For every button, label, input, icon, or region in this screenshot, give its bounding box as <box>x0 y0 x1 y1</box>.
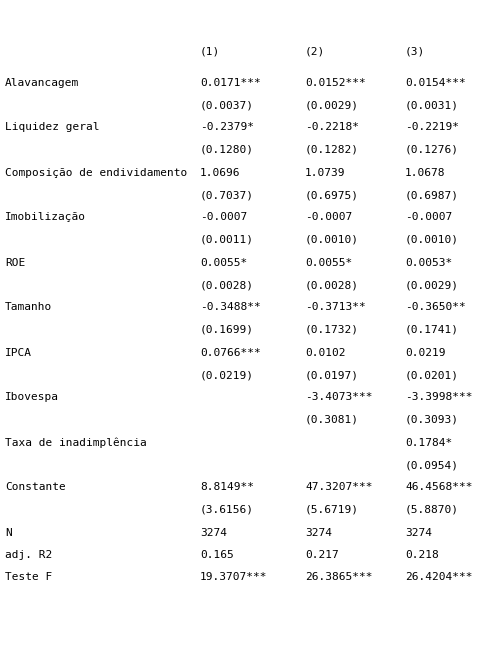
Text: (5.8870): (5.8870) <box>405 505 459 515</box>
Text: -0.2379*: -0.2379* <box>200 122 254 133</box>
Text: IPCA: IPCA <box>5 347 32 358</box>
Text: (2): (2) <box>305 47 325 57</box>
Text: 0.0053*: 0.0053* <box>405 258 452 267</box>
Text: 0.0766***: 0.0766*** <box>200 347 261 358</box>
Text: -3.3998***: -3.3998*** <box>405 393 473 402</box>
Text: (0.0029): (0.0029) <box>305 100 359 110</box>
Text: (0.0197): (0.0197) <box>305 370 359 380</box>
Text: ROE: ROE <box>5 258 25 267</box>
Text: 26.4204***: 26.4204*** <box>405 573 473 582</box>
Text: -0.0007: -0.0007 <box>200 212 247 223</box>
Text: -3.4073***: -3.4073*** <box>305 393 372 402</box>
Text: Imobilização: Imobilização <box>5 212 86 223</box>
Text: (1): (1) <box>200 47 220 57</box>
Text: Constante: Constante <box>5 483 66 492</box>
Text: 47.3207***: 47.3207*** <box>305 483 372 492</box>
Text: -0.2218*: -0.2218* <box>305 122 359 133</box>
Text: 0.0102: 0.0102 <box>305 347 345 358</box>
Text: 3274: 3274 <box>305 527 332 538</box>
Text: 46.4568***: 46.4568*** <box>405 483 473 492</box>
Text: (0.0011): (0.0011) <box>200 235 254 245</box>
Text: 1.0739: 1.0739 <box>305 168 345 177</box>
Text: (0.0028): (0.0028) <box>305 280 359 290</box>
Text: 0.0152***: 0.0152*** <box>305 78 366 87</box>
Text: (0.0219): (0.0219) <box>200 370 254 380</box>
Text: Teste F: Teste F <box>5 573 52 582</box>
Text: Ibovespa: Ibovespa <box>5 393 59 402</box>
Text: -0.2219*: -0.2219* <box>405 122 459 133</box>
Text: (0.1741): (0.1741) <box>405 325 459 335</box>
Text: 0.0055*: 0.0055* <box>305 258 352 267</box>
Text: (0.0028): (0.0028) <box>200 280 254 290</box>
Text: -0.3650**: -0.3650** <box>405 303 466 313</box>
Text: 19.3707***: 19.3707*** <box>200 573 267 582</box>
Text: (0.6975): (0.6975) <box>305 190 359 200</box>
Text: (3): (3) <box>405 47 425 57</box>
Text: (0.0010): (0.0010) <box>305 235 359 245</box>
Text: 3274: 3274 <box>200 527 227 538</box>
Text: (0.3081): (0.3081) <box>305 415 359 425</box>
Text: (0.0201): (0.0201) <box>405 370 459 380</box>
Text: Tamanho: Tamanho <box>5 303 52 313</box>
Text: (0.1699): (0.1699) <box>200 325 254 335</box>
Text: 0.217: 0.217 <box>305 550 339 560</box>
Text: -0.0007: -0.0007 <box>405 212 452 223</box>
Text: 3274: 3274 <box>405 527 432 538</box>
Text: 0.0219: 0.0219 <box>405 347 446 358</box>
Text: 26.3865***: 26.3865*** <box>305 573 372 582</box>
Text: (0.7037): (0.7037) <box>200 190 254 200</box>
Text: N: N <box>5 527 12 538</box>
Text: (0.0029): (0.0029) <box>405 280 459 290</box>
Text: 0.1784*: 0.1784* <box>405 437 452 448</box>
Text: 0.0154***: 0.0154*** <box>405 78 466 87</box>
Text: (0.0031): (0.0031) <box>405 100 459 110</box>
Text: (0.1282): (0.1282) <box>305 145 359 155</box>
Text: Alavancagem: Alavancagem <box>5 78 79 87</box>
Text: -0.3488**: -0.3488** <box>200 303 261 313</box>
Text: (5.6719): (5.6719) <box>305 505 359 515</box>
Text: 0.0055*: 0.0055* <box>200 258 247 267</box>
Text: adj. R2: adj. R2 <box>5 550 52 560</box>
Text: (0.1280): (0.1280) <box>200 145 254 155</box>
Text: 0.165: 0.165 <box>200 550 234 560</box>
Text: (0.1732): (0.1732) <box>305 325 359 335</box>
Text: 1.0696: 1.0696 <box>200 168 241 177</box>
Text: Liquidez geral: Liquidez geral <box>5 122 99 133</box>
Text: 8.8149**: 8.8149** <box>200 483 254 492</box>
Text: (0.3093): (0.3093) <box>405 415 459 425</box>
Text: Composição de endividamento: Composição de endividamento <box>5 168 187 177</box>
Text: (0.1276): (0.1276) <box>405 145 459 155</box>
Text: (0.0010): (0.0010) <box>405 235 459 245</box>
Text: (0.0037): (0.0037) <box>200 100 254 110</box>
Text: (0.0954): (0.0954) <box>405 460 459 470</box>
Text: 1.0678: 1.0678 <box>405 168 446 177</box>
Text: Taxa de inadimplência: Taxa de inadimplência <box>5 437 147 448</box>
Text: -0.0007: -0.0007 <box>305 212 352 223</box>
Text: 0.0171***: 0.0171*** <box>200 78 261 87</box>
Text: (3.6156): (3.6156) <box>200 505 254 515</box>
Text: (0.6987): (0.6987) <box>405 190 459 200</box>
Text: -0.3713**: -0.3713** <box>305 303 366 313</box>
Text: 0.218: 0.218 <box>405 550 439 560</box>
